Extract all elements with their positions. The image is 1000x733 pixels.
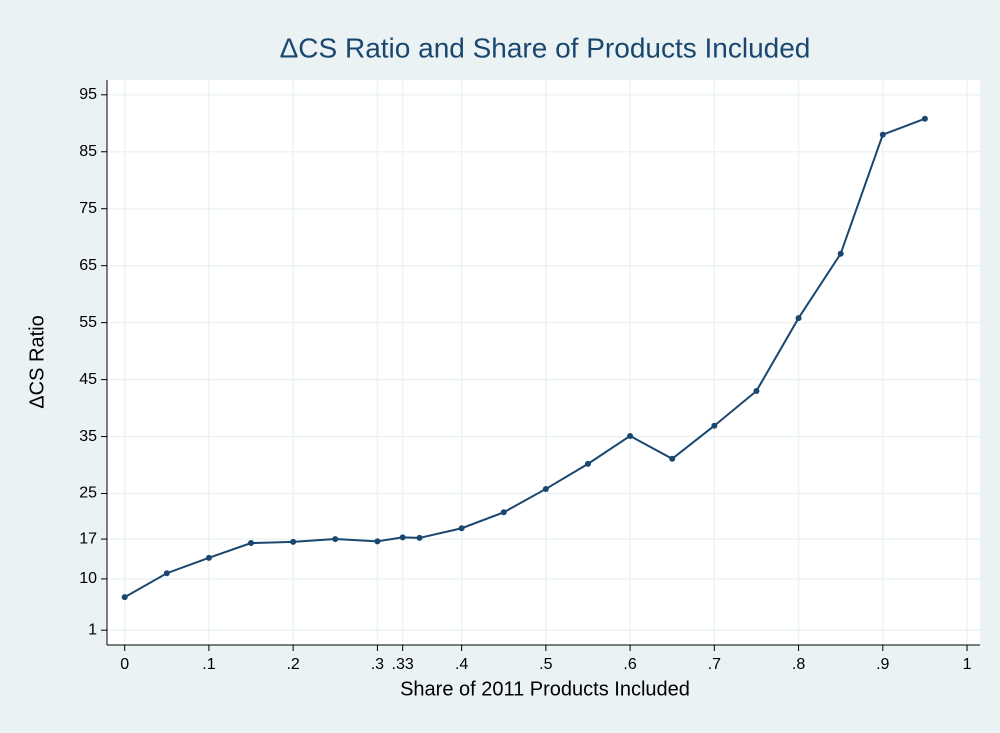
marker [290,538,297,545]
x-tick-label: .1 [202,656,215,673]
x-tick-label: .2 [286,656,299,673]
marker [584,460,591,467]
marker [163,570,170,577]
x-tick-label: 1 [963,656,972,673]
y-tick-label: 45 [79,371,97,388]
marker [374,538,381,545]
marker [795,315,802,322]
marker [248,540,255,547]
marker [399,534,406,541]
y-tick-label: 35 [79,428,97,445]
x-axis-label: Share of 2011 Products Included [400,678,690,700]
y-tick-label: 85 [79,143,97,160]
marker [121,594,128,601]
marker [711,422,718,429]
marker [542,485,549,492]
x-tick-label: .6 [623,656,636,673]
marker [332,536,339,543]
y-tick-label: 17 [79,530,97,547]
x-tick-label: .9 [876,656,889,673]
y-tick-label: 55 [79,314,97,331]
x-tick-label: 0 [120,656,129,673]
marker [205,554,212,561]
y-tick-label: 65 [79,257,97,274]
marker [627,432,634,439]
x-tick-label: .8 [792,656,805,673]
marker [500,509,507,516]
y-tick-label: 95 [79,86,97,103]
marker [416,534,423,541]
marker [837,250,844,257]
marker [879,131,886,138]
y-tick-label: 75 [79,200,97,217]
plot-area [107,80,980,645]
marker [669,455,676,462]
chart-title: ΔCS Ratio and Share of Products Included [280,32,811,63]
y-tick-label: 1 [88,621,97,638]
x-tick-label: .4 [455,656,468,673]
marker [921,115,928,122]
x-tick-label: .33 [392,656,414,673]
y-tick-label: 25 [79,485,97,502]
x-tick-label: .3 [371,656,384,673]
y-axis-label: ΔCS Ratio [26,315,48,408]
x-tick-label: .5 [539,656,552,673]
marker [753,387,760,394]
marker [458,525,465,532]
y-tick-label: 10 [79,570,97,587]
x-tick-label: .7 [708,656,721,673]
